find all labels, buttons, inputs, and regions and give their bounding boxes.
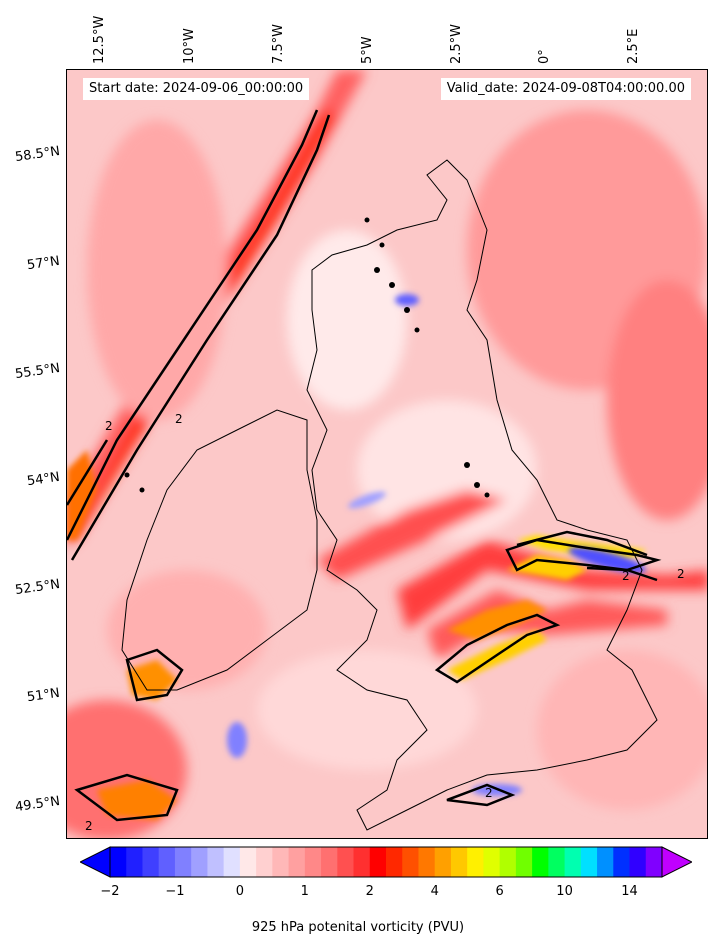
longitude-label: 5°W: [360, 36, 375, 64]
colorbar-swatch: [288, 847, 306, 877]
colorbar-swatch: [483, 847, 501, 877]
colorbar-swatch: [645, 847, 663, 877]
contour-label: 2: [677, 567, 685, 581]
colorbar-tick-label: 1: [300, 884, 309, 899]
colorbar-swatch: [564, 847, 582, 877]
latitude-label: 54°N: [26, 469, 61, 490]
colorbar-swatch: [256, 847, 273, 877]
colorbar-extend-low: [80, 846, 111, 878]
pv-field-map: 2 2 2 2 2 2: [67, 70, 707, 838]
colorbar-swatch: [191, 847, 208, 877]
colorbar-swatch: [110, 847, 127, 877]
colorbar-swatch: [174, 847, 192, 877]
colorbar-swatch: [353, 847, 371, 877]
contour-labels: 2 2 2 2 2 2: [85, 412, 685, 833]
colorbar-swatch: [434, 847, 452, 877]
latitude-label: 49.5°N: [14, 793, 61, 816]
colorbar-swatch: [515, 847, 533, 877]
longitude-label: 10°W: [182, 28, 197, 64]
contour-label: 2: [105, 419, 113, 433]
contour-label: 2: [85, 819, 93, 833]
pv-negative-patches: [227, 294, 646, 796]
valid-date-label: Valid_date: 2024-09-08T04:00:00.00: [440, 78, 691, 100]
colorbar-swatch: [499, 847, 517, 877]
longitude-label: 2.5°E: [626, 28, 641, 64]
colorbar-tick-label: −2: [100, 884, 120, 899]
start-date-label: Start date: 2024-09-06_00:00:00: [83, 78, 310, 100]
colorbar-swatch: [239, 847, 257, 877]
longitude-label: 12.5°W: [92, 15, 107, 64]
colorbar-tick-label: 2: [365, 884, 374, 899]
colorbar-swatch: [158, 847, 176, 877]
colorbar-swatch: [223, 847, 241, 877]
contour-label: 2: [485, 786, 493, 800]
coastlines: [121, 159, 658, 831]
colorbar-swatch: [337, 847, 355, 877]
colorbar-extend-high: [661, 846, 692, 878]
contour-label: 2: [622, 569, 630, 583]
latitude-label: 52.5°N: [14, 576, 61, 599]
colorbar-tick-label: 6: [495, 884, 504, 899]
colorbar-swatch: [369, 847, 387, 877]
colorbar-swatch: [613, 847, 631, 877]
colorbar-swatch: [272, 847, 290, 877]
colorbar-tick-label: 0: [235, 884, 245, 899]
latitude-label: 55.5°N: [14, 360, 61, 383]
colorbar-swatch: [467, 847, 484, 877]
longitude-label: 7.5°W: [271, 23, 286, 64]
pv-contours: [67, 109, 662, 822]
colorbar-swatch: [418, 847, 436, 877]
colorbar-swatch: [126, 847, 143, 877]
colorbar-swatch: [207, 847, 225, 877]
longitude-label: 0°: [537, 49, 552, 64]
colorbar-swatch: [597, 847, 614, 877]
colorbar-swatch: [142, 847, 160, 877]
colorbar-swatch: [386, 847, 403, 877]
colorbar-swatch: [532, 847, 549, 877]
colorbar-swatch: [304, 847, 322, 877]
colorbar-tick-label: 10: [556, 884, 573, 899]
colorbar-swatch: [402, 847, 419, 877]
colorbar-swatch: [548, 847, 566, 877]
colorbar-swatch: [629, 847, 647, 877]
colorbar: [80, 846, 692, 878]
latitude-label: 58.5°N: [14, 143, 61, 166]
contour-label: 2: [175, 412, 183, 426]
colorbar-tick-label: 4: [430, 884, 439, 899]
pv-field-bands: [67, 70, 707, 838]
map-panel: 2 2 2 2 2 2 Start date: 2024-09-06_00:00…: [66, 69, 708, 839]
colorbar-swatch: [321, 847, 338, 877]
pv-small-contours: [124, 217, 490, 498]
colorbar-swatch: [450, 847, 468, 877]
latitude-label: 57°N: [26, 253, 61, 274]
colorbar-tick-label: −1: [165, 884, 185, 899]
colorbar-swatch: [580, 847, 598, 877]
latitude-label: 51°N: [26, 685, 61, 706]
colorbar-tick-label: 14: [621, 884, 638, 899]
longitude-label: 2.5°W: [449, 23, 464, 64]
colorbar-border: [109, 846, 663, 878]
colorbar-title: 925 hPa potenital vorticity (PVU): [251, 920, 465, 935]
